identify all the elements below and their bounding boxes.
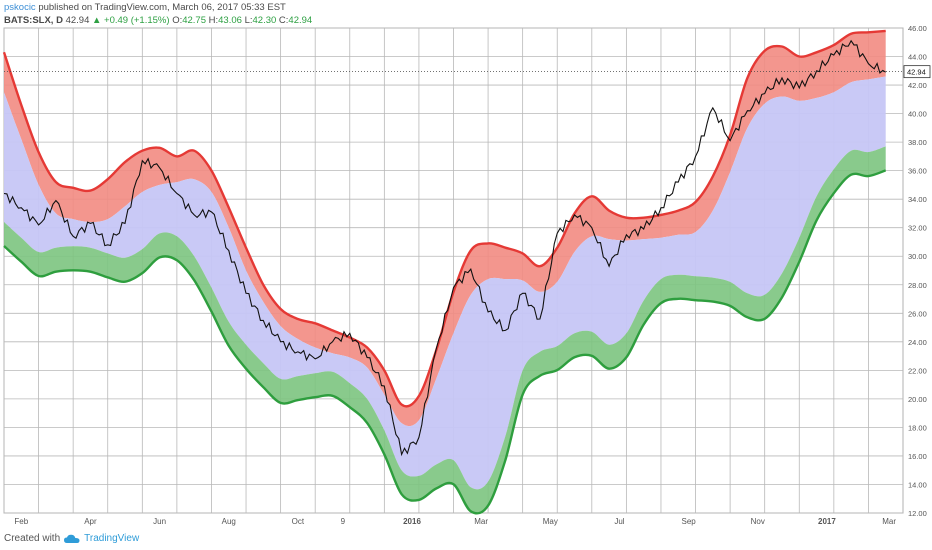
author-link[interactable]: pskocic (4, 2, 36, 13)
created-with-text: Created with (4, 533, 61, 544)
y-tick-label: 14.00 (908, 480, 927, 489)
close-label: C: (278, 15, 289, 26)
y-tick-label: 34.00 (908, 195, 927, 204)
x-tick-label: Sep (682, 517, 697, 526)
y-tick-label: 30.00 (908, 252, 927, 261)
y-tick-label: 38.00 (908, 138, 927, 147)
x-tick-label: Mar (474, 517, 488, 526)
footer: Created with TradingView (4, 533, 139, 544)
y-tick-label: 28.00 (908, 281, 927, 290)
price-chart[interactable]: 12.00 14.00 16.00 18.00 20.00 22.00 24.00 26.00… (0, 0, 932, 530)
open-value: 42.75 (182, 15, 206, 26)
lower-band-line[interactable] (3, 169, 887, 515)
x-tick-label: Aug (222, 517, 236, 526)
upper-band-fill (4, 30, 886, 427)
high-value: 43.06 (218, 15, 242, 26)
symbol-name[interactable]: BATS:SLX, D (4, 15, 63, 26)
last-price-badge (903, 65, 931, 79)
price-line[interactable] (3, 39, 886, 457)
x-tick-label: Jul (614, 517, 624, 526)
high-label: H: (208, 15, 219, 26)
open-label: O: (172, 15, 183, 26)
chart-header: pskocic published on TradingView.com, Ma… (4, 1, 312, 27)
x-tick-label: 2016 (403, 517, 421, 526)
tradingview-logo-text[interactable]: TradingView (84, 533, 140, 544)
y-tick-label: 24.00 (908, 338, 927, 347)
y-tick-label: 16.00 (908, 452, 927, 461)
last-price-label: 42.94 (907, 68, 926, 77)
x-tick-label: 9 (341, 517, 346, 526)
y-tick-label: 20.00 (908, 395, 927, 404)
y-tick-label: 32.00 (908, 224, 927, 233)
x-tick-label: Jun (153, 517, 166, 526)
x-tick-label: 2017 (818, 517, 836, 526)
y-tick-label: 18.00 (908, 423, 927, 432)
y-tick-label: 12.00 (908, 509, 927, 518)
y-tick-label: 46.00 (908, 24, 927, 33)
last-value: 42.94 (65, 15, 90, 26)
y-tick-label: 36.00 (908, 167, 927, 176)
y-tick-label: 44.00 (908, 53, 927, 62)
published-text: published on TradingView.com, March 06, … (38, 2, 286, 13)
tradingview-cloud-icon (64, 534, 80, 543)
low-label: L: (244, 15, 253, 26)
publish-line: pskocic published on TradingView.com, Ma… (4, 1, 312, 14)
y-tick-label: 22.00 (908, 366, 927, 375)
low-value: 42.30 (252, 15, 277, 26)
change-value: +0.49 (+1.15%) (104, 15, 170, 26)
symbol-line: BATS:SLX, D 42.94 ▲ +0.49 (+1.15%) O:42.… (4, 14, 312, 27)
middle-band-fill (4, 76, 886, 490)
x-tick-label: Feb (14, 517, 28, 526)
x-tick-label: May (543, 517, 558, 526)
x-tick-label: Oct (292, 517, 305, 526)
y-tick-label: 26.00 (908, 309, 927, 318)
x-tick-label: Nov (751, 517, 765, 526)
x-tick-label: Apr (84, 517, 97, 526)
close-value: 42.94 (288, 15, 313, 26)
upper-band-line[interactable] (2, 29, 886, 408)
y-tick-label: 42.00 (908, 81, 927, 90)
y-tick-label: 40.00 (908, 110, 927, 119)
up-arrow-icon: ▲ (92, 15, 102, 26)
x-tick-label: Mar (882, 517, 896, 526)
